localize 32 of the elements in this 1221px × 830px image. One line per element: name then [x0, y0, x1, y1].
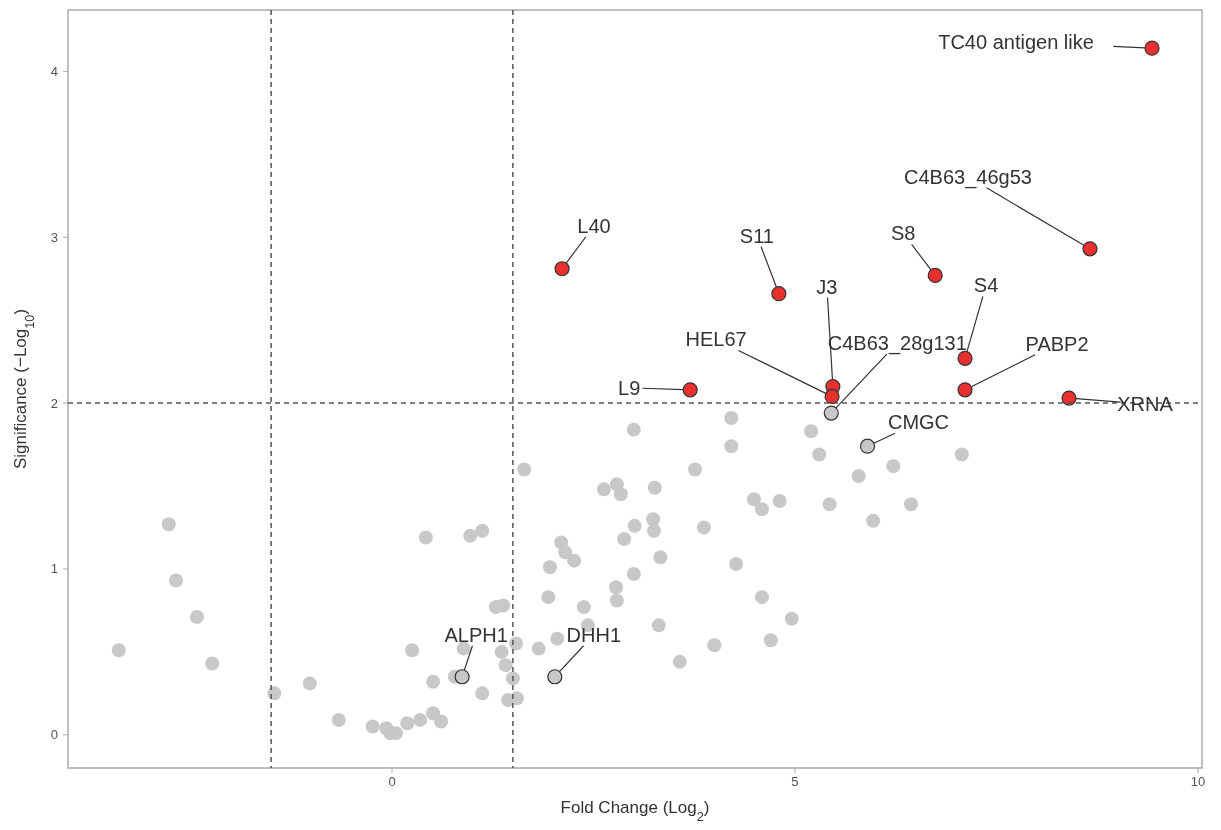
annotation: L40 [577, 214, 611, 237]
point [771, 286, 787, 302]
point [682, 382, 698, 398]
annotation: DHH1 [566, 623, 622, 646]
annotation: S8 [890, 222, 916, 245]
annotation: HEL67 [685, 328, 747, 351]
annotation: ALPH1 [444, 623, 508, 646]
point [1082, 241, 1098, 257]
point [824, 388, 840, 405]
point [927, 267, 943, 283]
annotation: PABP2 [1025, 332, 1089, 355]
annotation: XRNA [1117, 393, 1174, 416]
x-tick-label: 5 [791, 774, 799, 789]
annotation: S4 [973, 274, 999, 297]
point [1144, 40, 1160, 56]
y-tick-label: 0 [50, 727, 58, 743]
y-tick-label: 2 [50, 395, 58, 411]
y-tick-label: 1 [50, 561, 58, 577]
point [957, 382, 973, 398]
annotation: TC40 antigen like [938, 31, 1094, 54]
x-tick-label: 10 [1190, 774, 1206, 789]
y-tick-label: 3 [50, 229, 58, 245]
y-tick-label: 4 [50, 63, 58, 79]
point [554, 261, 570, 277]
annotation: C4B63_46g53 [904, 165, 1032, 189]
annotation: S11 [739, 224, 774, 247]
point [1061, 390, 1077, 406]
annotation: J3 [816, 275, 838, 298]
annotation: CMGC [887, 411, 950, 434]
x-tick-label: 0 [388, 774, 396, 789]
x-axis-title: Fold Change (Log$_{2}$) [560, 798, 710, 824]
annotation: L9 [618, 376, 641, 399]
